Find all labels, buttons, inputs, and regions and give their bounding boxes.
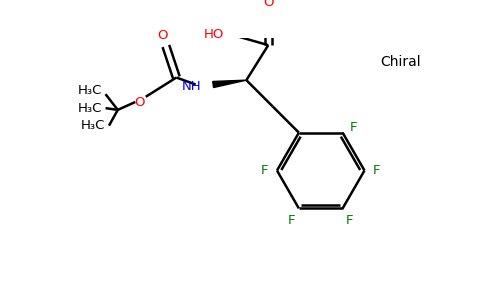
Text: F: F bbox=[288, 214, 296, 227]
Text: O: O bbox=[135, 96, 145, 110]
Text: Chiral: Chiral bbox=[380, 55, 421, 69]
Text: H₃C: H₃C bbox=[81, 119, 106, 132]
Text: NH: NH bbox=[181, 80, 201, 93]
Text: H₃C: H₃C bbox=[77, 102, 102, 115]
Text: O: O bbox=[263, 0, 273, 9]
Text: H₃C: H₃C bbox=[77, 84, 102, 97]
Text: F: F bbox=[350, 121, 358, 134]
Text: O: O bbox=[157, 29, 167, 42]
Polygon shape bbox=[213, 80, 246, 88]
Text: F: F bbox=[261, 164, 269, 177]
Text: F: F bbox=[346, 214, 353, 227]
Text: F: F bbox=[373, 164, 380, 177]
Text: HO: HO bbox=[203, 28, 224, 41]
